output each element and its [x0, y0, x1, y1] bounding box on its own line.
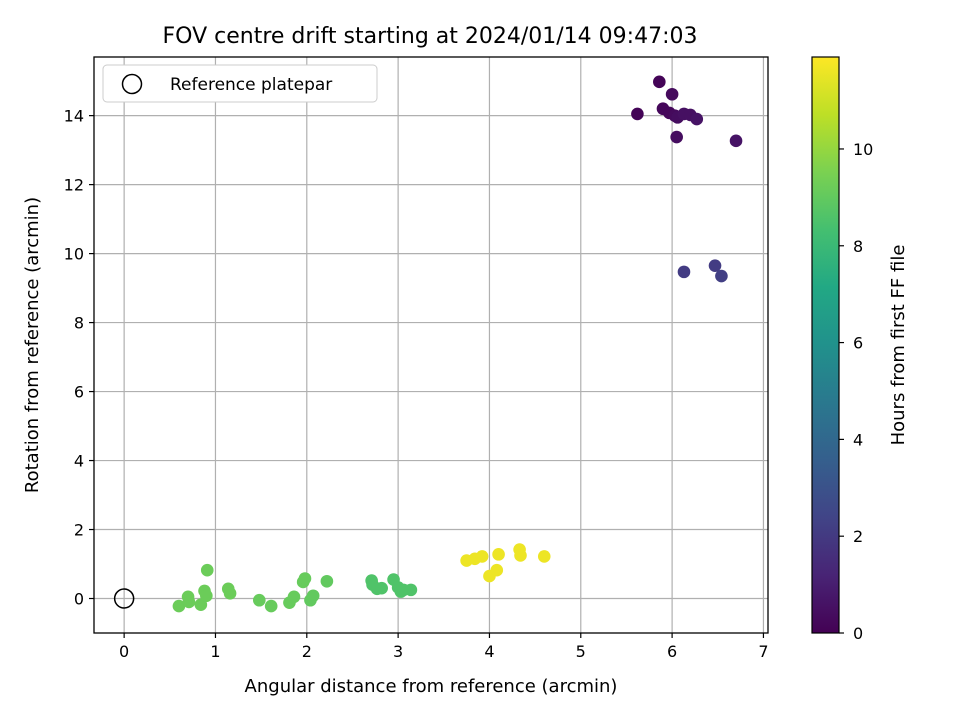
x-axis-label: Angular distance from reference (arcmin) — [245, 676, 618, 697]
data-point — [475, 550, 489, 563]
colorbar-tick-label: 0 — [853, 624, 863, 643]
x-tick-label: 4 — [484, 642, 494, 661]
x-tick-label: 7 — [758, 642, 768, 661]
legend: Reference platepar — [102, 64, 378, 103]
x-tick-label: 6 — [667, 642, 677, 661]
x-tick-label: 1 — [210, 642, 220, 661]
plot-area — [94, 57, 768, 633]
reference-platepar-marker — [113, 588, 135, 609]
plot-frame — [93, 56, 769, 634]
legend-marker-reference — [121, 73, 143, 95]
data-point — [677, 265, 691, 279]
legend-box — [102, 64, 378, 103]
data-point — [729, 134, 743, 148]
data-point — [665, 87, 679, 101]
colorbar-tick-label: 8 — [853, 237, 863, 256]
x-tick-label: 0 — [119, 642, 129, 661]
data-points — [113, 75, 743, 613]
y-axis-ticks: 0 2 4 6 8 10 12 14 — [64, 107, 94, 609]
data-point — [253, 593, 266, 607]
colorbar-tick-label: 2 — [853, 527, 863, 546]
data-point — [653, 75, 666, 89]
data-point — [287, 590, 301, 604]
chart-title: FOV centre drift starting at 2024/01/14 … — [163, 24, 698, 49]
data-point — [306, 589, 320, 603]
colorbar-tick-label: 10 — [853, 140, 873, 159]
colorbar-ticks: 0 2 4 6 8 10 — [839, 140, 873, 643]
y-tick-label: 4 — [74, 452, 84, 471]
data-point — [670, 130, 683, 144]
data-point — [264, 599, 278, 613]
data-point — [492, 548, 505, 561]
y-tick-label: 8 — [74, 314, 84, 333]
y-tick-label: 6 — [74, 383, 84, 402]
y-tick-label: 14 — [64, 107, 84, 126]
data-point — [690, 112, 704, 126]
data-point — [490, 563, 504, 577]
data-point — [172, 599, 186, 613]
x-tick-label: 3 — [393, 642, 403, 661]
colorbar-label: Hours from first FF file — [888, 245, 909, 446]
data-point — [708, 259, 722, 272]
y-axis-label: Rotation from reference (arcmin) — [22, 197, 43, 493]
y-tick-label: 12 — [64, 176, 84, 195]
x-tick-label: 5 — [576, 642, 586, 661]
data-point — [182, 595, 196, 609]
data-point — [200, 589, 213, 603]
data-point — [715, 269, 728, 283]
y-tick-label: 2 — [74, 521, 84, 540]
grid-lines — [94, 57, 768, 633]
data-point — [404, 583, 418, 597]
legend-label-reference: Reference platepar — [170, 75, 332, 95]
data-point — [514, 549, 527, 562]
data-point — [631, 107, 644, 121]
y-tick-label: 10 — [64, 245, 84, 264]
x-tick-label: 2 — [302, 642, 312, 661]
colorbar — [811, 56, 840, 634]
data-point — [298, 572, 312, 585]
colorbar-tick-label: 6 — [853, 334, 863, 353]
data-point — [200, 563, 214, 577]
data-point — [375, 581, 388, 595]
y-tick-label: 0 — [74, 590, 84, 609]
colorbar-tick-label: 4 — [853, 430, 863, 449]
x-axis-ticks: 0 1 2 3 4 5 6 7 — [119, 633, 769, 661]
data-point — [537, 550, 551, 563]
data-point — [320, 574, 334, 588]
data-point — [223, 587, 237, 600]
